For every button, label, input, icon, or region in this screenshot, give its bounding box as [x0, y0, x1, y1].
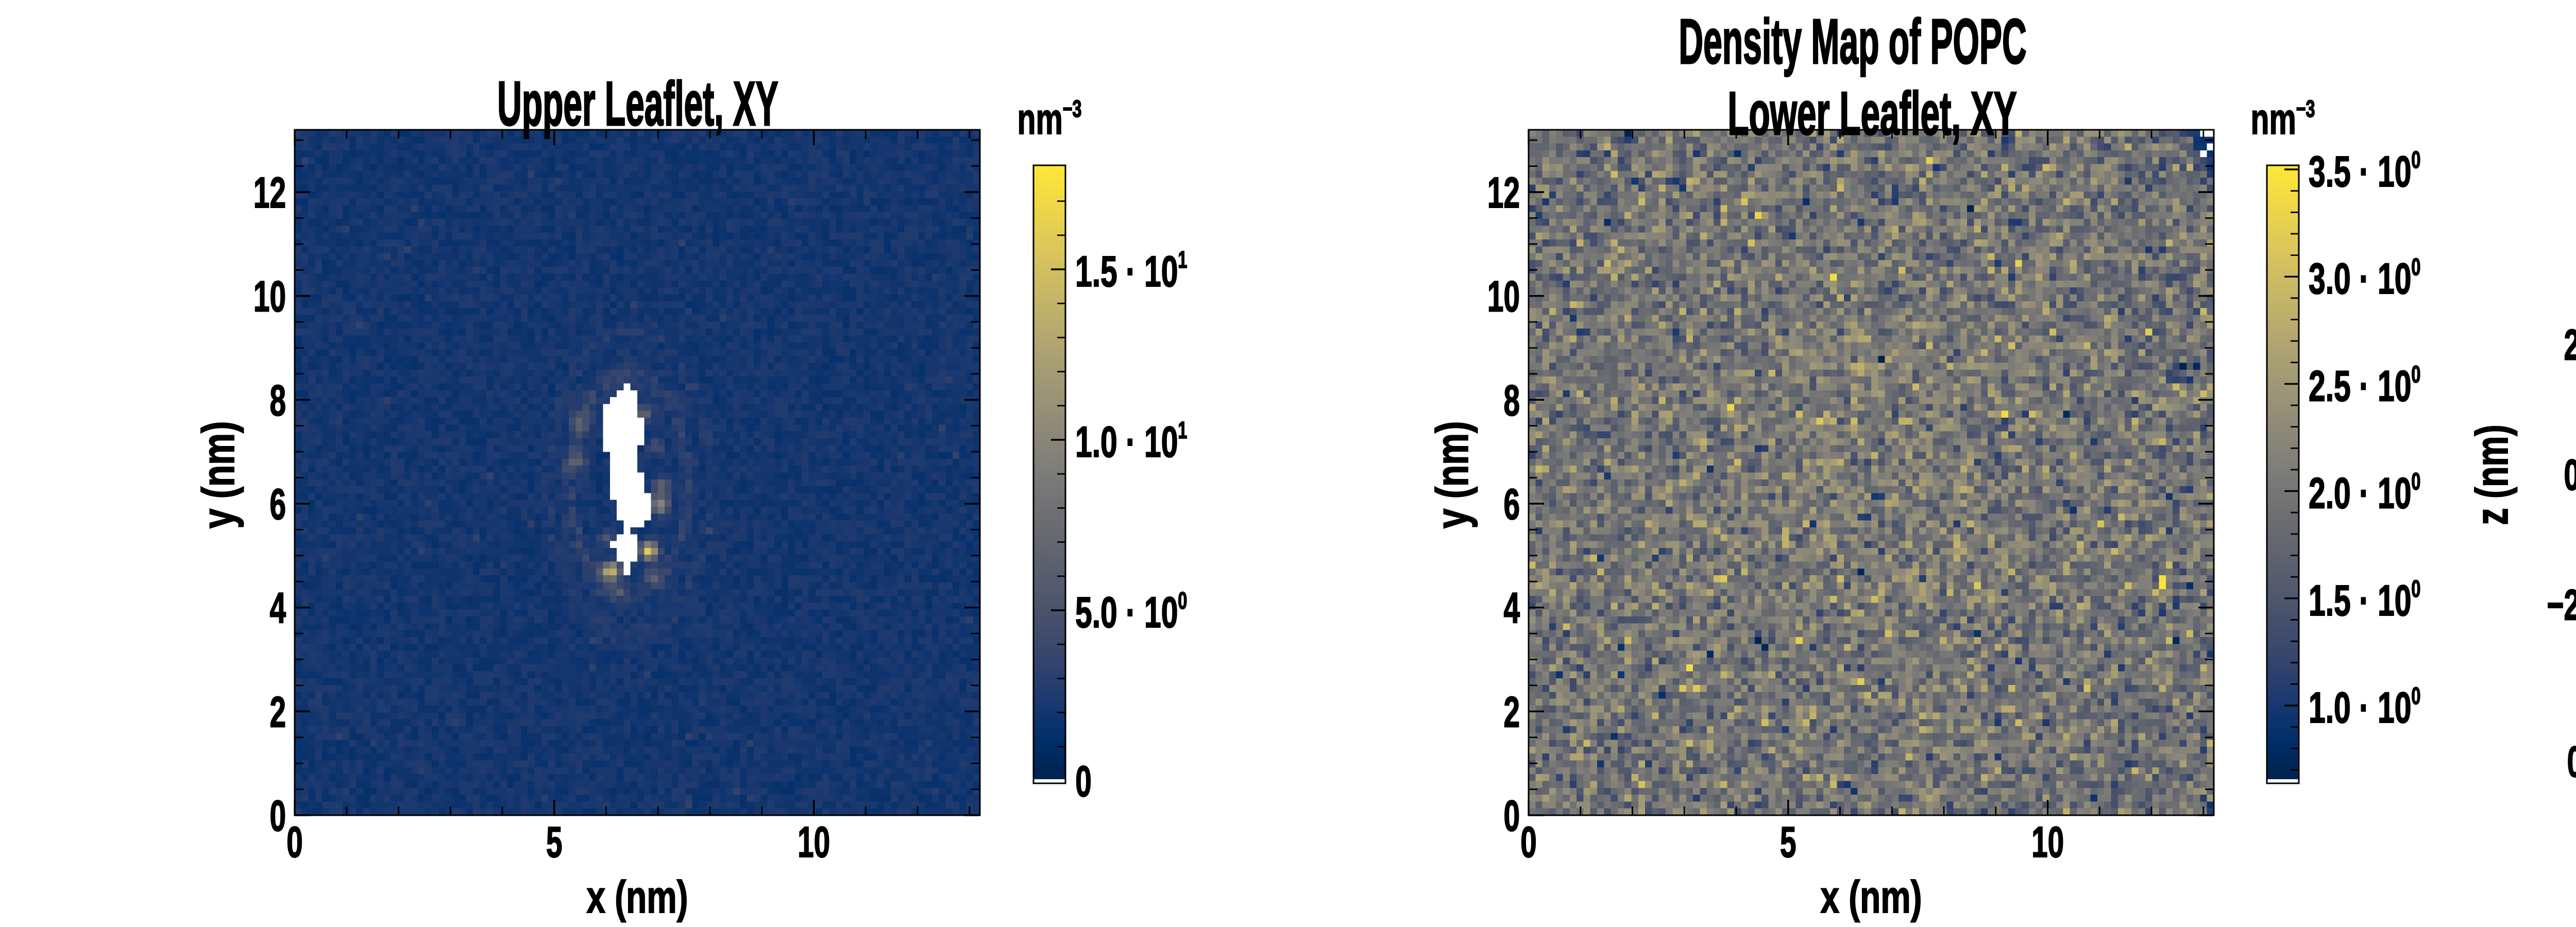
- svg-text:2: 2: [269, 688, 286, 736]
- svg-text:Lower Leaflet, XY: Lower Leaflet, XY: [1727, 79, 2016, 148]
- svg-text:4: 4: [269, 585, 286, 633]
- svg-text:10: 10: [253, 273, 286, 321]
- svg-text:2: 2: [2564, 321, 2576, 369]
- svg-text:3.5 · 100: 3.5 · 100: [2309, 147, 2420, 196]
- svg-text:5: 5: [1780, 818, 1797, 867]
- svg-text:10: 10: [798, 818, 830, 867]
- svg-text:10: 10: [1487, 273, 1520, 321]
- svg-text:12: 12: [1487, 169, 1520, 217]
- svg-text:x (nm): x (nm): [1821, 872, 1922, 922]
- svg-text:1.0 · 100: 1.0 · 100: [2309, 683, 2420, 732]
- svg-text:1.5 · 101: 1.5 · 101: [1075, 247, 1187, 296]
- svg-text:1.0 · 101: 1.0 · 101: [1075, 417, 1187, 466]
- svg-text:4: 4: [1503, 585, 1520, 633]
- svg-text:6: 6: [1503, 480, 1520, 529]
- svg-text:0: 0: [269, 792, 286, 840]
- svg-text:5.0 · 100: 5.0 · 100: [1075, 588, 1187, 637]
- svg-text:6: 6: [269, 480, 286, 529]
- svg-text:y (nm): y (nm): [193, 421, 244, 529]
- svg-text:0: 0: [1520, 818, 1537, 867]
- svg-text:−2: −2: [2547, 581, 2576, 629]
- svg-text:3.0 · 100: 3.0 · 100: [2309, 254, 2420, 303]
- svg-text:nm−3: nm−3: [1018, 95, 1082, 144]
- svg-text:2.5 · 100: 2.5 · 100: [2309, 362, 2420, 410]
- svg-text:2.0 · 100: 2.0 · 100: [2309, 469, 2420, 518]
- svg-text:0: 0: [2564, 451, 2576, 500]
- svg-text:0: 0: [1503, 792, 1520, 840]
- svg-text:10: 10: [2031, 818, 2064, 867]
- svg-text:5: 5: [546, 818, 563, 867]
- svg-text:12: 12: [253, 169, 286, 217]
- svg-text:y (nm): y (nm): [1427, 421, 1478, 529]
- svg-text:nm−3: nm−3: [2251, 95, 2315, 144]
- svg-text:0: 0: [1075, 758, 1092, 806]
- svg-text:z (nm): z (nm): [2466, 424, 2517, 525]
- svg-text:0: 0: [286, 818, 303, 867]
- svg-text:0.0: 0.0: [2567, 738, 2576, 786]
- svg-text:Density Map of POPC: Density Map of POPC: [1679, 6, 2026, 77]
- svg-text:1.5 · 100: 1.5 · 100: [2309, 576, 2420, 625]
- svg-text:2: 2: [1503, 688, 1520, 736]
- svg-text:8: 8: [1503, 376, 1520, 425]
- svg-text:Upper Leaflet, XY: Upper Leaflet, XY: [497, 68, 778, 139]
- svg-text:x (nm): x (nm): [587, 872, 688, 922]
- svg-text:8: 8: [269, 376, 286, 425]
